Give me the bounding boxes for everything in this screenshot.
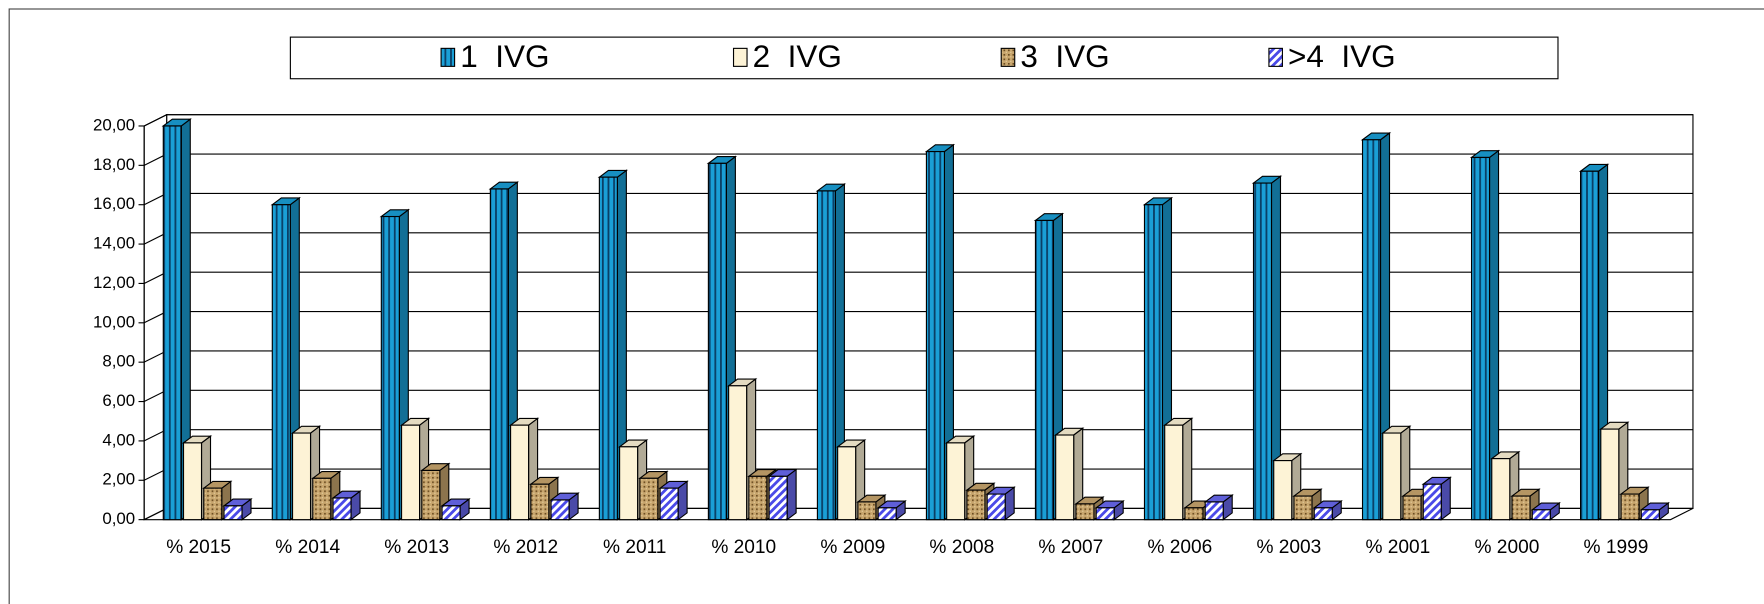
bar xyxy=(1491,458,1511,521)
bar xyxy=(1579,170,1600,521)
x-tick-label: % 2001 xyxy=(1366,537,1431,558)
bar xyxy=(707,162,727,521)
bar xyxy=(1184,507,1204,521)
bar xyxy=(1422,483,1442,521)
y-tick-label: 8,00 xyxy=(102,352,135,371)
legend xyxy=(289,36,1559,80)
bar xyxy=(1511,495,1531,521)
bar xyxy=(946,442,966,521)
bar-side xyxy=(786,468,797,521)
y-tick-label: 6,00 xyxy=(102,391,135,410)
bar xyxy=(271,204,291,521)
legend-label: 1 IVG xyxy=(460,38,549,74)
bar xyxy=(728,385,748,521)
x-tick-label: % 2003 xyxy=(1256,537,1321,558)
bar xyxy=(182,442,203,521)
bar xyxy=(1382,432,1402,521)
bar xyxy=(489,188,509,521)
x-tick-label: % 2011 xyxy=(603,537,666,558)
bar xyxy=(441,505,461,521)
y-tick-label: 0,00 xyxy=(102,509,135,528)
bar xyxy=(1164,424,1184,521)
bar xyxy=(1034,219,1055,521)
floor xyxy=(143,507,1694,521)
bar xyxy=(332,497,352,521)
x-tick-label: % 2006 xyxy=(1147,537,1212,558)
legend-label: 2 IVG xyxy=(753,38,842,74)
bar xyxy=(816,190,836,521)
bar xyxy=(530,483,550,521)
bar xyxy=(380,215,400,521)
bar xyxy=(401,424,421,521)
legend-swatch xyxy=(440,47,456,67)
bar xyxy=(1252,182,1273,521)
x-tick-label: % 1999 xyxy=(1584,537,1649,558)
x-tick-label: % 2000 xyxy=(1475,537,1540,558)
bar xyxy=(877,507,897,521)
y-tick-label: 12,00 xyxy=(93,273,135,292)
frame xyxy=(8,8,1764,604)
bar xyxy=(639,477,659,521)
x-tick-label: % 2015 xyxy=(166,537,231,558)
bar xyxy=(1293,495,1313,521)
y-tick-label: 20,00 xyxy=(93,115,135,134)
bar xyxy=(1531,509,1551,521)
bar xyxy=(1273,460,1293,521)
y-tick-label: 10,00 xyxy=(93,312,135,331)
x-tick-label: % 2008 xyxy=(929,537,994,558)
x-tick-label: % 2012 xyxy=(493,537,558,558)
bar xyxy=(1143,204,1164,521)
bar xyxy=(857,501,877,521)
y-tick-label: 14,00 xyxy=(93,234,135,253)
bar xyxy=(619,446,639,521)
legend-swatch xyxy=(1000,47,1016,67)
bar xyxy=(291,432,312,521)
legend-swatch xyxy=(1268,47,1283,67)
bar xyxy=(1055,434,1075,521)
bar xyxy=(1361,139,1382,521)
legend-swatch xyxy=(732,47,748,67)
bar xyxy=(837,446,857,521)
x-tick-label: % 2013 xyxy=(384,537,449,558)
bar xyxy=(748,475,768,521)
bar xyxy=(1470,156,1491,521)
bar xyxy=(966,489,986,521)
bar xyxy=(1600,428,1620,521)
bar xyxy=(1620,493,1640,521)
y-tick-label: 18,00 xyxy=(93,155,135,174)
bar xyxy=(1095,507,1115,521)
bar xyxy=(925,150,945,521)
grid-line xyxy=(143,114,1693,127)
bar xyxy=(1204,501,1224,521)
x-tick-label: % 2010 xyxy=(711,537,776,558)
bar xyxy=(1402,495,1422,521)
bar xyxy=(1313,507,1333,521)
bar xyxy=(1640,509,1660,521)
legend-label: 3 IVG xyxy=(1020,38,1109,74)
bar xyxy=(550,499,570,521)
bar xyxy=(162,125,182,521)
x-tick-label: % 2009 xyxy=(820,537,885,558)
bar xyxy=(986,493,1006,521)
y-tick-label: 4,00 xyxy=(102,430,135,449)
bar xyxy=(312,477,332,521)
legend-label: >4 IVG xyxy=(1288,38,1396,74)
bar xyxy=(659,487,679,521)
bar xyxy=(223,505,243,521)
bar xyxy=(768,475,788,521)
bar xyxy=(203,487,223,521)
bar xyxy=(421,469,441,521)
bar xyxy=(510,424,530,521)
bar xyxy=(1075,503,1095,521)
y-tick-label: 16,00 xyxy=(93,194,135,213)
x-tick-label: % 2007 xyxy=(1038,537,1103,558)
x-tick-label: % 2014 xyxy=(275,537,340,558)
y-tick-label: 2,00 xyxy=(102,470,135,489)
bar xyxy=(598,176,618,521)
